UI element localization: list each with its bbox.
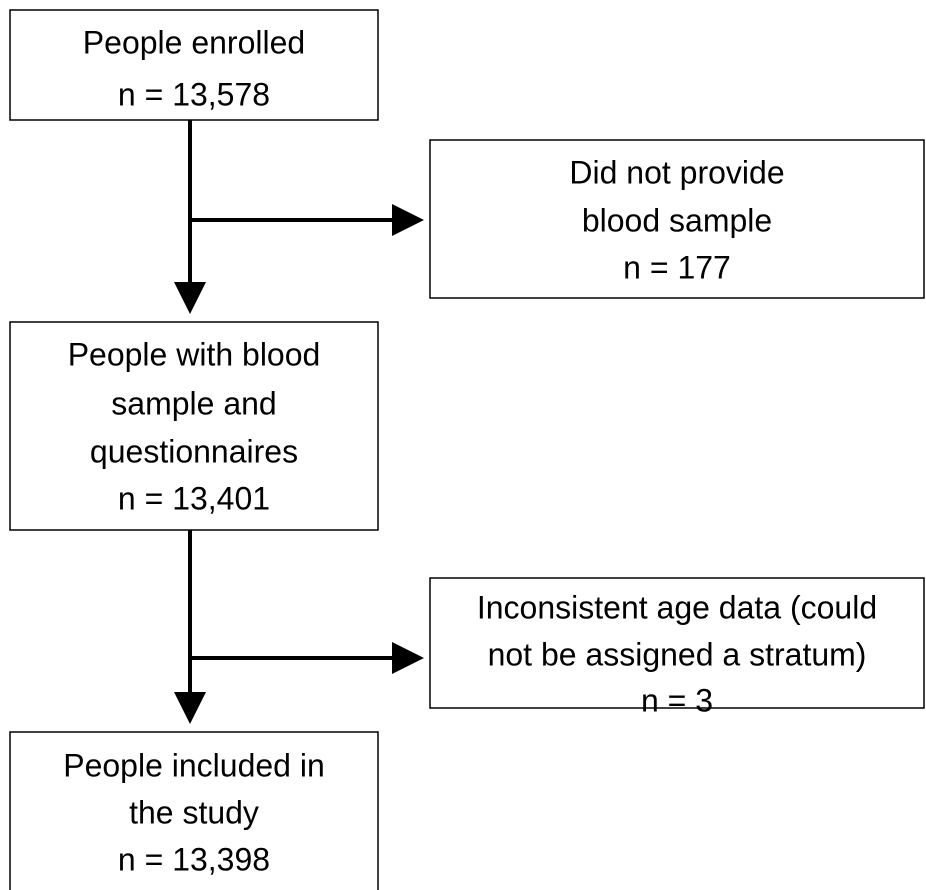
node-text: sample and xyxy=(111,385,276,421)
node-text: n = 13,401 xyxy=(118,480,270,516)
node-box xyxy=(429,577,925,709)
node-text: blood sample xyxy=(582,202,772,238)
node-box xyxy=(9,731,379,890)
node-text: questionnaires xyxy=(90,433,298,469)
node-box xyxy=(9,9,379,121)
node-text: Inconsistent age data (could xyxy=(477,589,877,625)
node-text: not be assigned a stratum) xyxy=(488,636,867,672)
boxes: People enrolled n = 13,578 Did not provide… xyxy=(9,9,925,890)
node-text: People with blood xyxy=(68,336,321,372)
node-box xyxy=(9,321,379,531)
node-text: People included in xyxy=(63,747,325,783)
node-text: n = 13,398 xyxy=(118,841,270,877)
node-text: Did not provide xyxy=(569,154,784,190)
node-text: n = 3 xyxy=(641,682,713,718)
node-text: the study xyxy=(129,794,259,830)
node-box xyxy=(429,139,925,299)
node-text: n = 13,578 xyxy=(118,76,270,112)
node-text: n = 177 xyxy=(623,249,731,285)
node-text: People enrolled xyxy=(83,24,305,60)
